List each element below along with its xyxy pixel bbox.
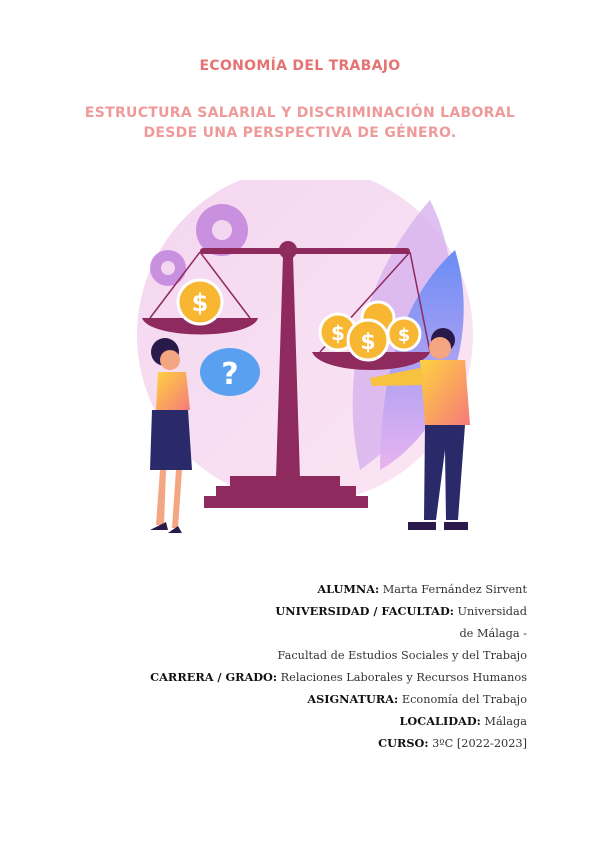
subtitle-line-1: ESTRUCTURA SALARIAL Y DISCRIMINACIÓN LAB… — [84, 105, 516, 121]
woman-figure — [150, 338, 192, 533]
svg-text:$: $ — [192, 289, 209, 317]
balance-scale-icon — [142, 241, 431, 508]
coin-dollar-icon: $ $ $ $ — [176, 278, 422, 362]
info-row-alumna: ALUMNA: Marta Fernández Sirvent — [317, 582, 527, 596]
svg-text:$: $ — [331, 321, 345, 345]
info-row-localidad: LOCALIDAD: Málaga — [399, 714, 527, 728]
document-subtitle: ESTRUCTURA SALARIAL Y DISCRIMINACIÓN LAB… — [0, 103, 600, 143]
info-row-curso: CURSO: 3ºC [2022-2023] — [378, 736, 527, 750]
man-figure — [370, 328, 470, 530]
svg-text:$: $ — [398, 325, 411, 346]
info-row-carrera: CARRERA / GRADO: Relaciones Laborales y … — [150, 670, 527, 684]
subtitle-line-2: DESDE UNA PERSPECTIVA DE GÉNERO. — [143, 125, 457, 141]
info-row-asignatura: ASIGNATURA: Economía del Trabajo — [307, 692, 527, 706]
svg-text:?: ? — [221, 357, 238, 392]
info-row-facultad: Facultad de Estudios Sociales y del Trab… — [277, 649, 527, 662]
author-info-block: ALUMNA: Marta Fernández Sirvent UNIVERSI… — [150, 578, 527, 754]
question-bubble-icon: ? — [200, 348, 260, 396]
info-row-universidad: UNIVERSIDAD / FACULTAD: Universidad — [275, 604, 527, 618]
svg-text:$: $ — [360, 330, 375, 355]
info-row-universidad-cont: de Málaga - — [459, 627, 527, 640]
cover-illustration: $ $ $ $ ? — [137, 180, 473, 533]
course-title: ECONOMÍA DEL TRABAJO — [199, 58, 401, 74]
gear-icon — [150, 204, 248, 286]
